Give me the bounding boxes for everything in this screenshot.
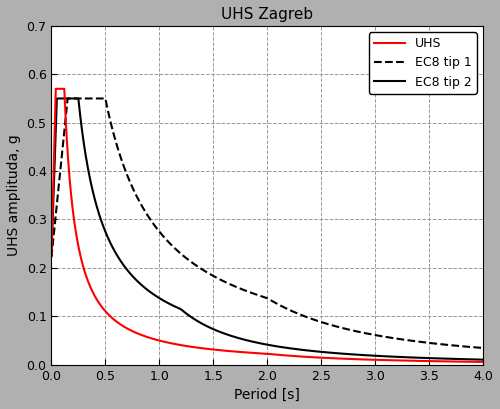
EC8 tip 2: [254, 340, 260, 345]
Line: EC8 tip 2: EC8 tip 2: [52, 99, 483, 360]
EC8 tip 1: [254, 292, 260, 297]
UHS: [234, 349, 239, 354]
EC8 tip 1: [446, 342, 452, 347]
EC8 tip 2: [54, 96, 60, 101]
Line: EC8 tip 1: EC8 tip 1: [52, 99, 483, 348]
EC8 tip 1: [48, 255, 54, 260]
EC8 tip 2: [467, 357, 473, 362]
UHS: [230, 349, 236, 354]
Y-axis label: UHS amplituda, g: UHS amplituda, g: [7, 135, 21, 256]
UHS: [48, 252, 54, 256]
EC8 tip 1: [230, 283, 236, 288]
EC8 tip 2: [230, 334, 236, 339]
UHS: [52, 86, 59, 91]
UHS: [467, 359, 473, 364]
EC8 tip 2: [234, 335, 239, 340]
EC8 tip 2: [446, 356, 452, 361]
X-axis label: Period [s]: Period [s]: [234, 388, 300, 402]
EC8 tip 2: [48, 252, 54, 257]
EC8 tip 2: [480, 357, 486, 362]
UHS: [446, 359, 452, 364]
EC8 tip 1: [467, 344, 473, 349]
EC8 tip 2: [362, 353, 368, 357]
EC8 tip 1: [64, 96, 70, 101]
Title: UHS Zagreb: UHS Zagreb: [221, 7, 314, 22]
EC8 tip 1: [362, 331, 368, 336]
UHS: [362, 357, 368, 362]
Legend: UHS, EC8 tip 1, EC8 tip 2: UHS, EC8 tip 1, EC8 tip 2: [369, 32, 477, 94]
EC8 tip 1: [234, 285, 239, 290]
Line: UHS: UHS: [52, 89, 483, 362]
UHS: [480, 360, 486, 364]
EC8 tip 1: [480, 346, 486, 351]
UHS: [254, 351, 260, 355]
